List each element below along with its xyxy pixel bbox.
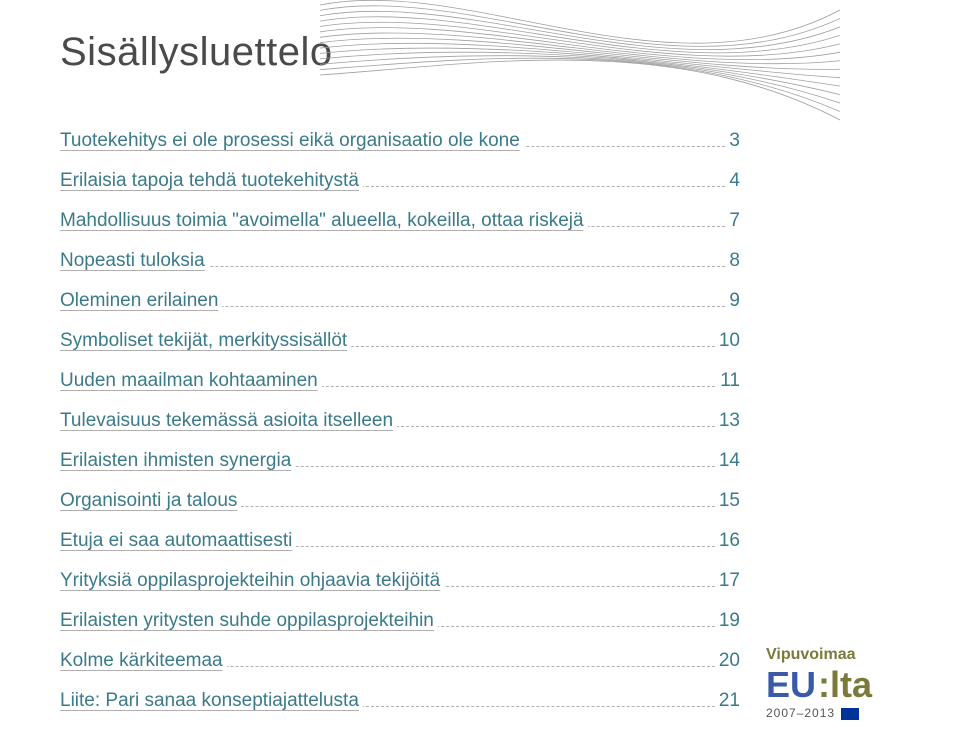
toc-entry-label: Mahdollisuus toimia "avoimella" alueella…	[60, 210, 588, 232]
toc-entry-page: 17	[715, 570, 740, 592]
toc-entry-page: 14	[715, 450, 740, 472]
toc-entry-label: Erilaisia tapoja tehdä tuotekehitystä	[60, 170, 363, 192]
toc-entry[interactable]: Kolme kärkiteemaa 20	[60, 650, 740, 678]
toc-entry-page: 21	[715, 690, 740, 712]
toc-entry-page: 11	[716, 370, 740, 392]
toc-entry-page: 20	[715, 650, 740, 672]
toc-entry-page: 8	[725, 250, 740, 272]
toc-entry[interactable]: Nopeasti tuloksia 8	[60, 250, 740, 278]
toc-entry-page: 9	[725, 290, 740, 312]
toc-entry-label: Tulevaisuus tekemässä asioita itselleen	[60, 410, 397, 432]
toc-entry[interactable]: Yrityksiä oppilasprojekteihin ohjaavia t…	[60, 570, 740, 598]
toc-entry-label: Nopeasti tuloksia	[60, 250, 209, 272]
toc-entry-label: Symboliset tekijät, merkityssisällöt	[60, 330, 351, 352]
toc-entry[interactable]: Erilaisten ihmisten synergia 14	[60, 450, 740, 478]
toc-entry-page: 15	[715, 490, 740, 512]
logo-years: 2007–2013	[766, 706, 936, 720]
toc-entry-label: Organisointi ja talous	[60, 490, 241, 512]
toc-entry[interactable]: Tuotekehitys ei ole prosessi eikä organi…	[60, 130, 740, 158]
logo-line1: Vipuvoimaa	[766, 646, 936, 664]
toc-entry[interactable]: Etuja ei saa automaattisesti 16	[60, 530, 740, 558]
toc-entry[interactable]: Organisointi ja talous 15	[60, 490, 740, 518]
toc-entry[interactable]: Symboliset tekijät, merkityssisällöt 10	[60, 330, 740, 358]
toc-entry[interactable]: Oleminen erilainen 9	[60, 290, 740, 318]
toc-entry-page: 16	[715, 530, 740, 552]
toc-entry[interactable]: Erilaisten yritysten suhde oppilasprojek…	[60, 610, 740, 638]
eu-funding-logo: Vipuvoimaa EU:lta 2007–2013	[766, 646, 936, 720]
toc-entry-label: Kolme kärkiteemaa	[60, 650, 227, 672]
toc-entry[interactable]: Liite: Pari sanaa konseptiajattelusta 21	[60, 690, 740, 718]
toc-entry-label: Oleminen erilainen	[60, 290, 222, 312]
toc-entry[interactable]: Uuden maailman kohtaaminen 11	[60, 370, 740, 398]
wave-lines-graphic	[320, 0, 840, 150]
toc-entry-label: Liite: Pari sanaa konseptiajattelusta	[60, 690, 363, 712]
logo-eu: EU	[766, 664, 816, 706]
toc-entry-label: Erilaisten yritysten suhde oppilasprojek…	[60, 610, 438, 632]
toc-entry-page: 7	[725, 210, 740, 232]
toc-entry-page: 13	[715, 410, 740, 432]
toc-entry-page: 4	[725, 170, 740, 192]
toc-entry-label: Yrityksiä oppilasprojekteihin ohjaavia t…	[60, 570, 444, 592]
toc-entry-label: Tuotekehitys ei ole prosessi eikä organi…	[60, 130, 524, 152]
toc-entry-label: Uuden maailman kohtaaminen	[60, 370, 322, 392]
logo-suffix: :lta	[818, 664, 872, 706]
eu-flag-icon	[841, 708, 859, 720]
table-of-contents: Tuotekehitys ei ole prosessi eikä organi…	[60, 130, 740, 730]
toc-entry[interactable]: Mahdollisuus toimia "avoimella" alueella…	[60, 210, 740, 238]
toc-entry-page: 10	[715, 330, 740, 352]
toc-entry[interactable]: Erilaisia tapoja tehdä tuotekehitystä 4	[60, 170, 740, 198]
toc-entry-label: Etuja ei saa automaattisesti	[60, 530, 296, 552]
toc-entry-label: Erilaisten ihmisten synergia	[60, 450, 295, 472]
page-title: Sisällysluettelo	[60, 30, 333, 75]
toc-entry-page: 3	[725, 130, 740, 152]
toc-entry-page: 19	[715, 610, 740, 632]
toc-entry[interactable]: Tulevaisuus tekemässä asioita itselleen 1…	[60, 410, 740, 438]
